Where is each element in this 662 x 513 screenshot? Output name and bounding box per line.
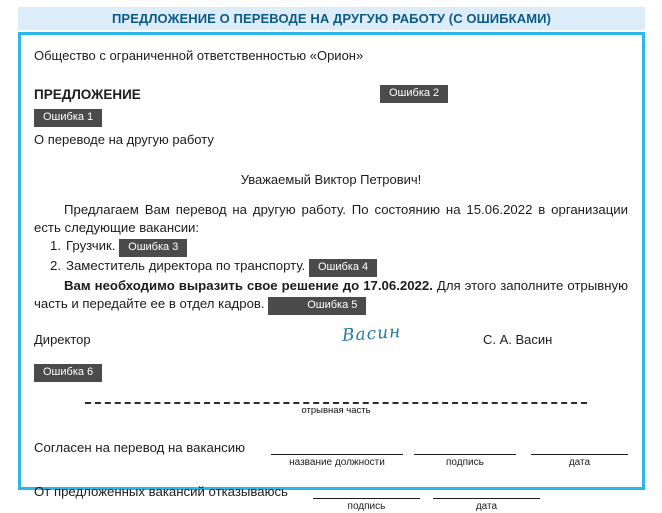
- signature-row: Директор Васин С. А. Васин: [34, 322, 628, 352]
- error-badge-4[interactable]: Ошибка 4: [308, 259, 378, 277]
- list-item-number: 2.: [50, 258, 61, 273]
- signer-name: С. А. Васин: [483, 332, 553, 347]
- document-sheet: Общество с ограниченной ответственностью…: [18, 32, 645, 512]
- doc-type-heading: ПРЕДЛОЖЕНИЕ: [34, 87, 141, 102]
- agree-form-row: Согласен на перевод на вакансию название…: [34, 440, 628, 469]
- list-item-text: Грузчик.: [66, 238, 116, 253]
- signature-blank-line: [414, 441, 516, 455]
- vacancy-list: 1. Грузчик. Ошибка 3 2. Заместитель директ…: [34, 237, 628, 277]
- date-blank-field: дата: [432, 485, 540, 513]
- field-caption: подпись: [446, 457, 484, 468]
- date-blank-field: дата: [530, 441, 628, 469]
- page-title: ПРЕДЛОЖЕНИЕ О ПЕРЕВОДЕ НА ДРУГУЮ РАБОТУ …: [111, 11, 551, 26]
- field-caption: дата: [568, 457, 591, 468]
- intro-paragraph: Предлагаем Вам перевод на другую работу.…: [34, 202, 628, 235]
- decision-deadline-text: Вам необходимо выразить свое решение до …: [64, 278, 433, 293]
- signature-blank-line: [530, 441, 628, 455]
- list-item-text: Заместитель директора по транспорту.: [66, 258, 306, 273]
- signature-blank-field: подпись: [312, 485, 420, 513]
- page-header-bar: ПРЕДЛОЖЕНИЕ О ПЕРЕВОДЕ НА ДРУГУЮ РАБОТУ …: [18, 7, 645, 30]
- list-item-number: 1.: [50, 238, 61, 253]
- error-badge-2[interactable]: Ошибка 2: [380, 85, 449, 103]
- tear-off-separator: отрывная часть: [85, 402, 587, 416]
- list-item: 1. Грузчик. Ошибка 3: [34, 237, 628, 257]
- error-badge-5[interactable]: Ошибка 5: [268, 297, 367, 315]
- signer-role: Директор: [34, 332, 91, 347]
- list-item: 2. Заместитель директора по транспорту. О…: [34, 257, 628, 277]
- tear-off-label: отрывная часть: [301, 405, 371, 416]
- error-badge-1-row: Ошибка 1: [34, 108, 628, 127]
- decline-form-row: От предложенных вакансий отказываюсь под…: [34, 484, 628, 513]
- error-badge-3[interactable]: Ошибка 3: [119, 239, 188, 257]
- salutation: Уважаемый Виктор Петрович!: [240, 172, 422, 187]
- agree-label: Согласен на перевод на вакансию: [34, 440, 245, 455]
- signature-blank-line: [270, 441, 403, 455]
- error-badge-6-row: Ошибка 6: [34, 363, 628, 382]
- doc-subject: О переводе на другую работу: [34, 132, 214, 147]
- field-caption: подпись: [347, 501, 386, 512]
- decline-label: От предложенных вакансий отказываюсь: [34, 484, 288, 499]
- doc-type-row: ПРЕДЛОЖЕНИЕ Ошибка 2: [34, 85, 628, 103]
- position-blank-field: название должности: [270, 441, 403, 469]
- decision-paragraph: Вам необходимо выразить свое решение до …: [34, 277, 628, 315]
- error-badge-6[interactable]: Ошибка 6: [34, 364, 103, 382]
- signature-blank-field: подпись: [414, 441, 516, 469]
- dashed-cut-line: [85, 402, 587, 404]
- field-caption: дата: [475, 501, 498, 512]
- field-caption: название должности: [289, 457, 385, 468]
- decision-rest-text: Для этого заполните отрывную часть и пер…: [34, 278, 629, 311]
- company-name: Общество с ограниченной ответственностью…: [34, 48, 364, 63]
- handwritten-signature: Васин: [341, 321, 402, 347]
- error-badge-1[interactable]: Ошибка 1: [34, 109, 103, 127]
